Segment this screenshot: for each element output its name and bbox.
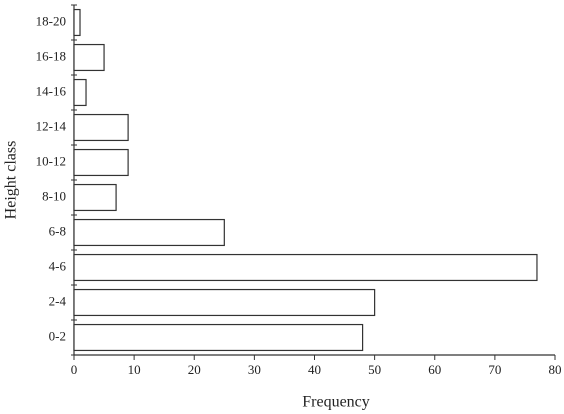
y-tick-label: 10-12 [36,153,66,168]
y-tick-label: 8-10 [42,188,66,203]
bar [73,43,105,72]
bar [73,78,87,107]
x-tick-label: 0 [71,362,78,377]
bar [73,218,225,247]
y-tick-label: 14-16 [36,83,67,98]
bar [73,323,364,352]
x-tick-label: 30 [248,362,261,377]
x-tick-label: 80 [549,362,562,377]
x-tick-label: 20 [188,362,201,377]
y-tick-label: 18-20 [36,13,66,28]
y-tick-label: 6-8 [49,223,66,238]
y-tick-label: 4-6 [49,258,67,273]
bar [73,253,538,282]
x-tick-label: 10 [128,362,141,377]
bar [73,113,129,142]
x-tick-label: 70 [488,362,501,377]
x-tick-label: 60 [428,362,441,377]
bar [73,148,129,177]
x-axis-title: Frequency [302,394,370,411]
y-tick-label: 2-4 [49,293,67,308]
y-tick-label: 0-2 [49,328,66,343]
bar [73,288,376,317]
x-tick-label: 50 [368,362,381,377]
y-tick-label: 16-18 [36,48,66,63]
y-tick-label: 12-14 [36,118,67,133]
x-tick-label: 40 [308,362,321,377]
bar [73,8,81,37]
bar [73,183,117,212]
y-axis-title: Height class [3,141,20,220]
